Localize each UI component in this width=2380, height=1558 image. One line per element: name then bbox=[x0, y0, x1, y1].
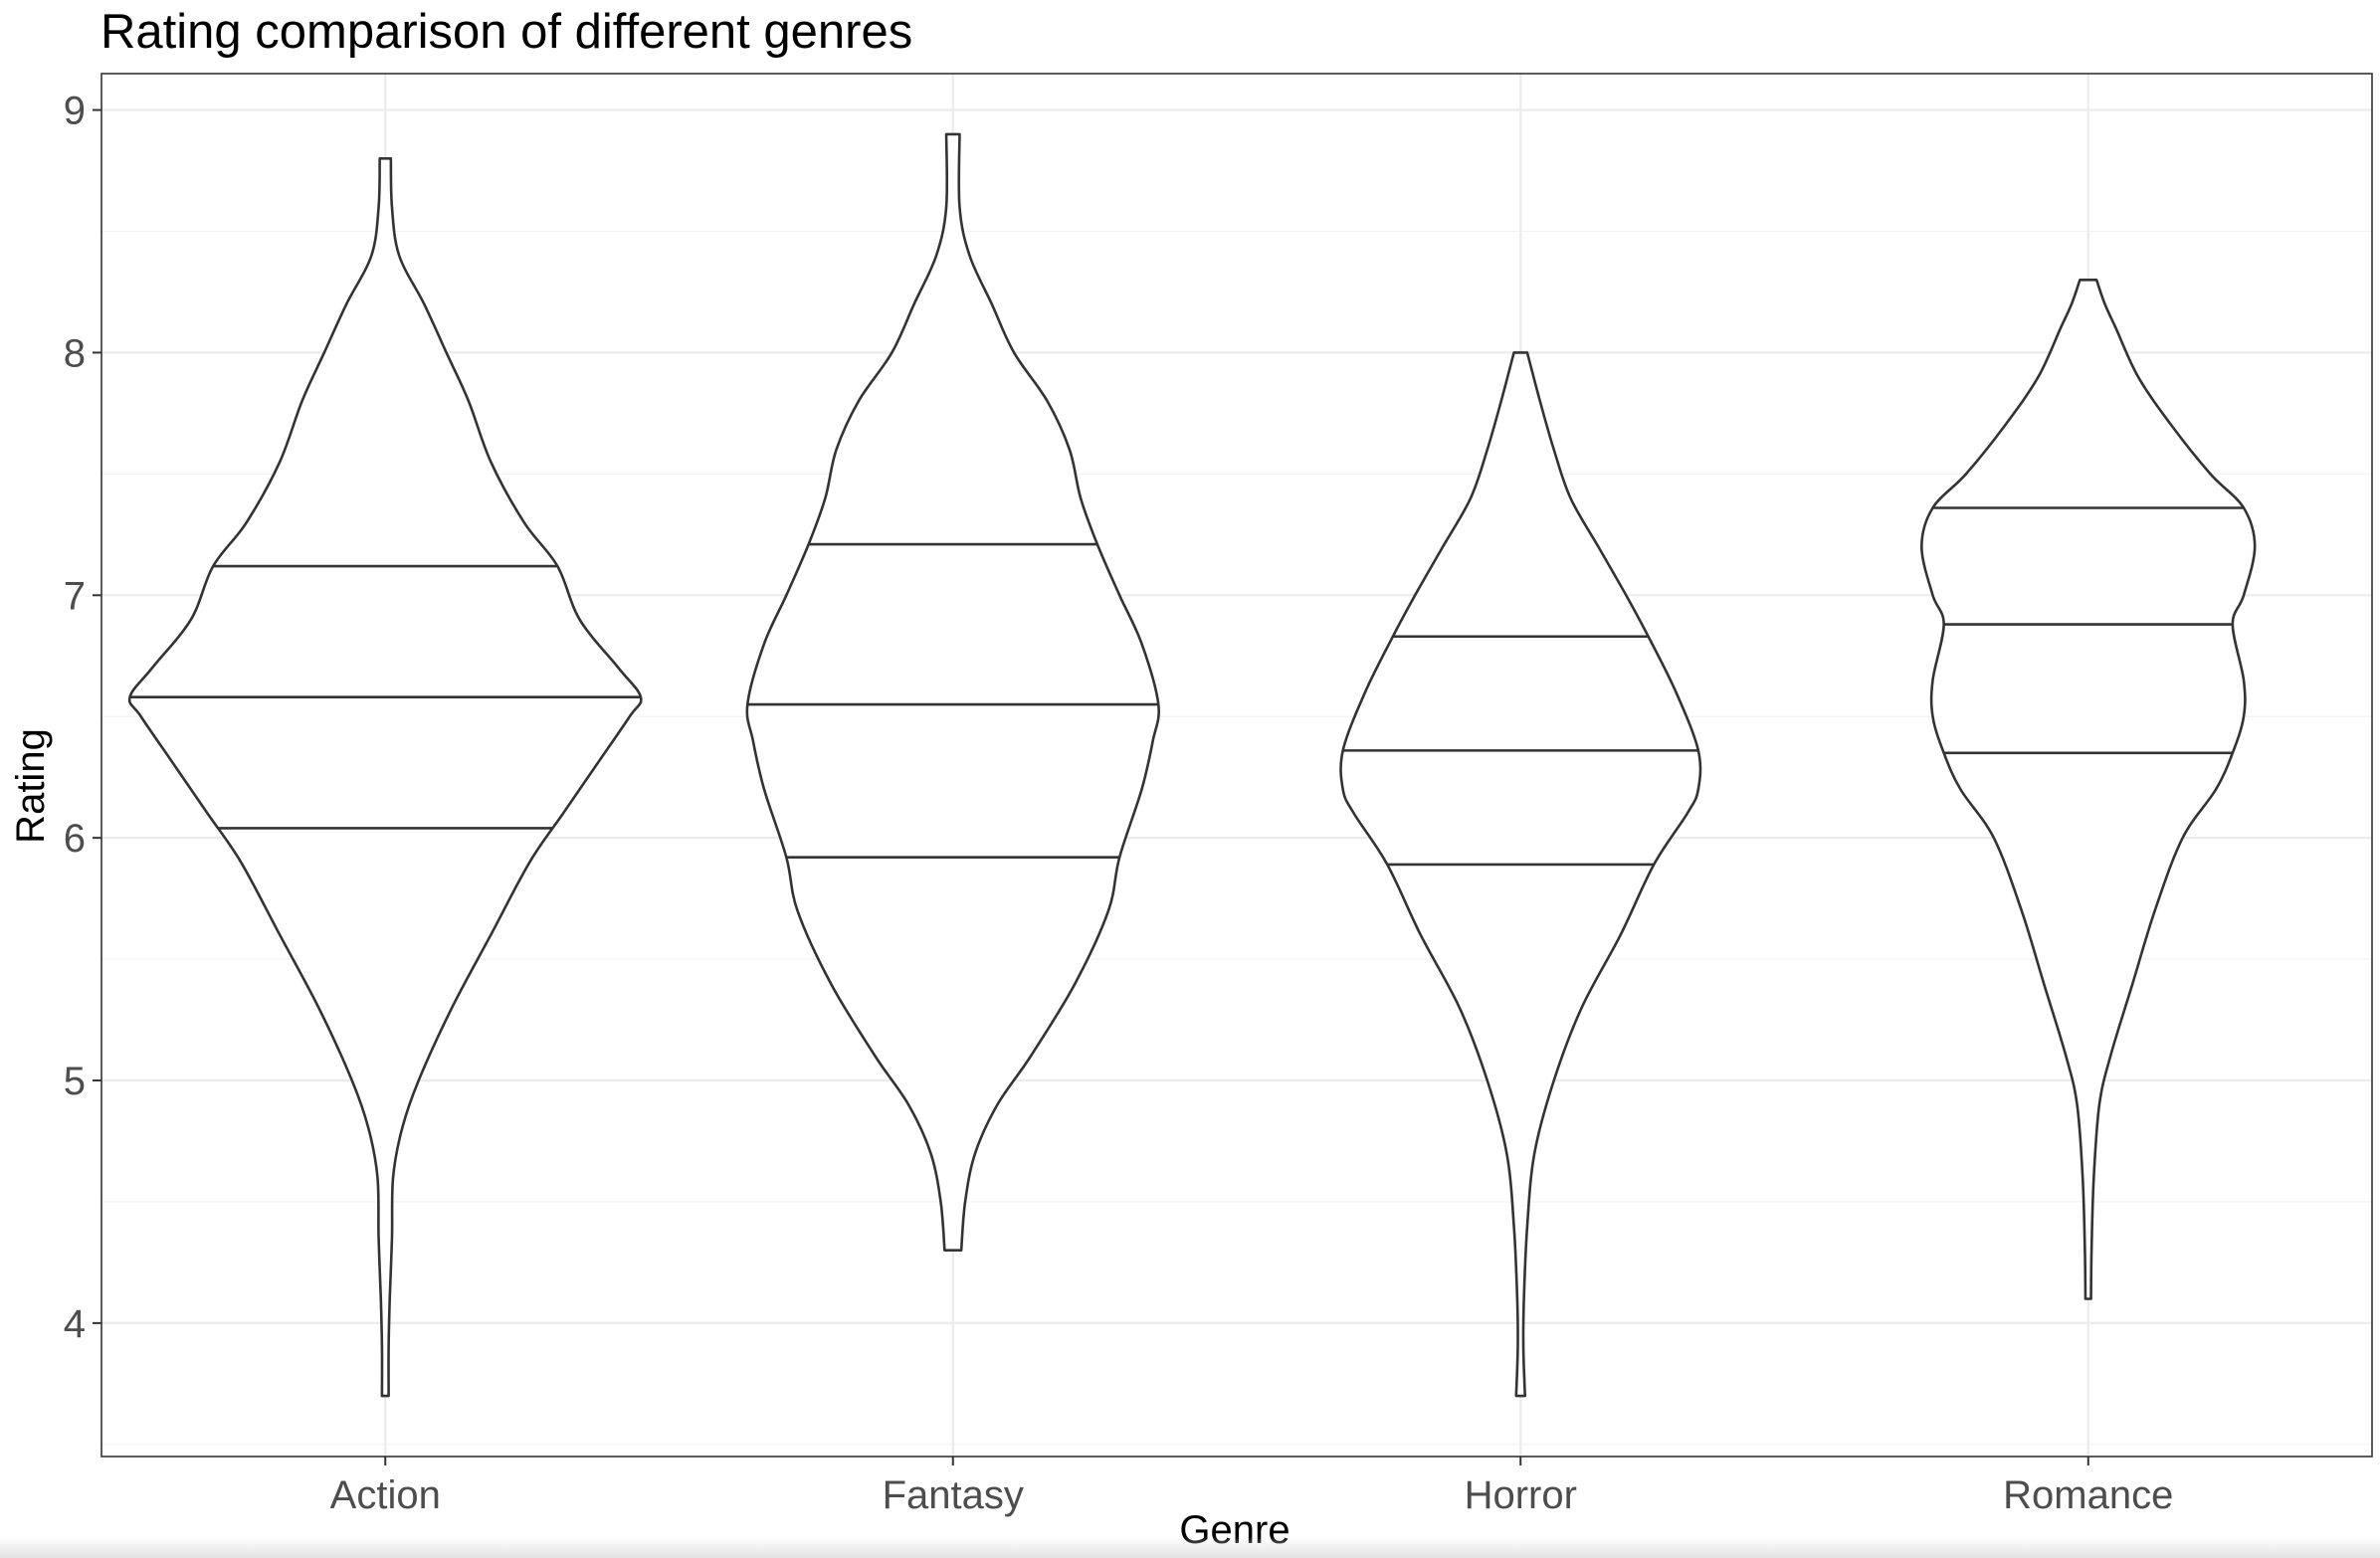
violin-horror bbox=[1339, 351, 1702, 1398]
violin-action bbox=[127, 157, 643, 1398]
y-tick-label: 6 bbox=[64, 817, 86, 861]
x-tick-label: Fantasy bbox=[883, 1473, 1024, 1517]
y-tick-label: 9 bbox=[64, 90, 86, 133]
y-tick-label: 7 bbox=[64, 574, 86, 618]
y-tick-label: 8 bbox=[64, 331, 86, 375]
violin-group-action bbox=[127, 157, 643, 1398]
x-tick-label: Romance bbox=[2003, 1473, 2173, 1517]
plot-panel-border bbox=[100, 73, 2373, 1458]
violin-romance bbox=[1920, 278, 2257, 1300]
chart-title: Rating comparison of different genres bbox=[100, 5, 912, 59]
violin-fantasy bbox=[745, 132, 1160, 1253]
violin-group-romance bbox=[1920, 278, 2257, 1300]
window-bottom-shade bbox=[0, 1536, 2380, 1558]
y-tick-label: 4 bbox=[64, 1302, 86, 1346]
y-axis-title: Rating bbox=[9, 728, 53, 844]
violin-group-horror bbox=[1339, 351, 1702, 1398]
y-tick-label: 5 bbox=[64, 1060, 86, 1103]
violin-group-fantasy bbox=[745, 132, 1160, 1253]
violins bbox=[127, 132, 2257, 1398]
axes: 4 5 6 7 8 9 Action Fantasy Horror Romance bbox=[64, 90, 2174, 1517]
x-tick-label: Horror bbox=[1465, 1473, 1577, 1517]
x-tick-label: Action bbox=[330, 1473, 441, 1517]
